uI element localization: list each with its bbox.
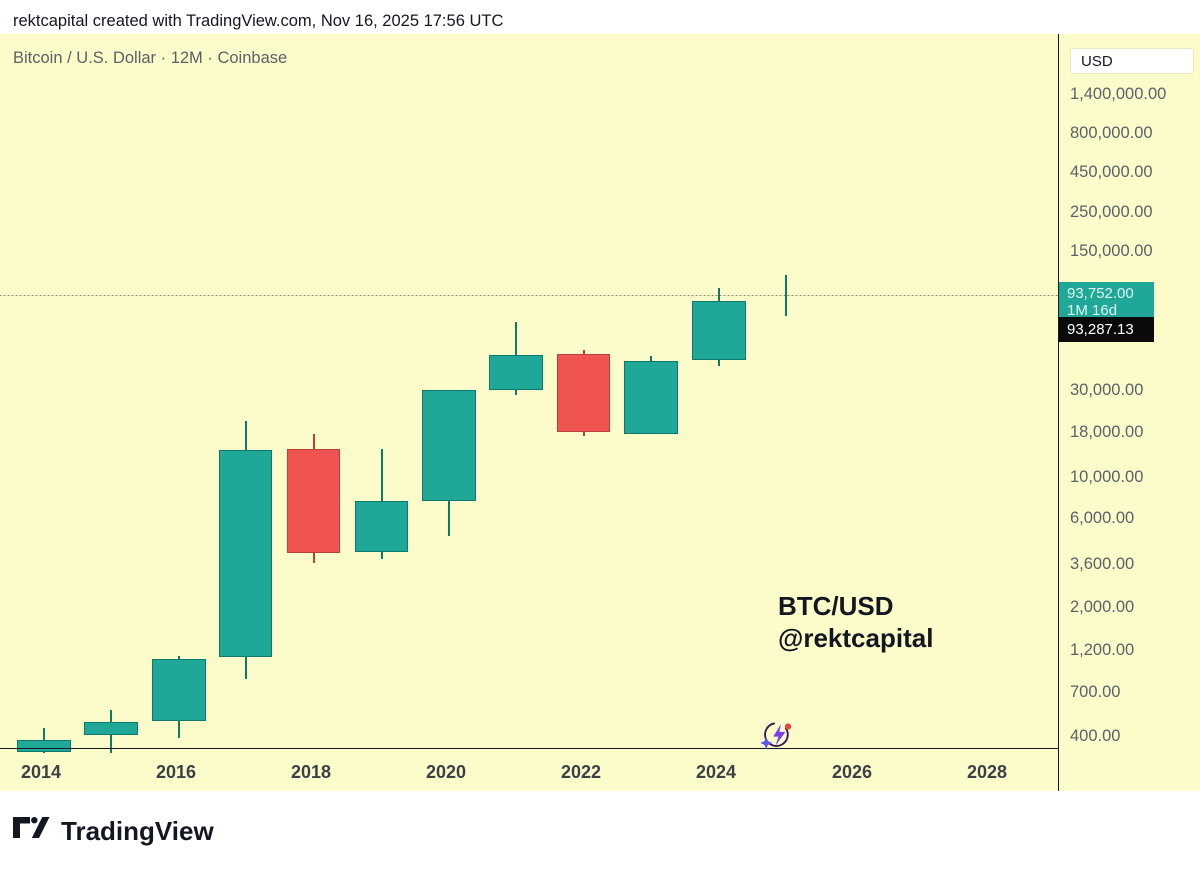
svg-text:TradingView: TradingView [61,817,214,846]
